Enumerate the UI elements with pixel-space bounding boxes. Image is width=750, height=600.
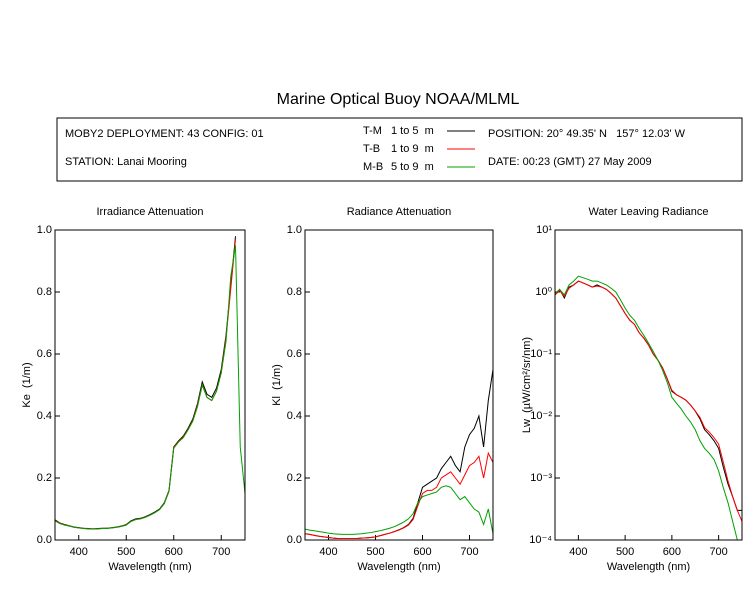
y-tick-label: 0.2 bbox=[37, 472, 52, 484]
legend-name: T-B bbox=[363, 143, 380, 155]
x-tick-label: 400 bbox=[569, 546, 587, 558]
legend-name: M-B bbox=[363, 161, 383, 173]
x-tick-label: 500 bbox=[616, 546, 634, 558]
y-tick-label: 0.8 bbox=[287, 286, 302, 298]
x-tick-label: 600 bbox=[663, 546, 681, 558]
series-line bbox=[555, 275, 742, 540]
y-tick-label: 10¹ bbox=[536, 224, 552, 236]
y-axis-label: Kl (1/m) bbox=[271, 364, 283, 406]
position: POSITION: 20° 49.35' N 157° 12.03' W bbox=[488, 128, 686, 140]
deployment: MOBY2 DEPLOYMENT: 43 CONFIG: 01 bbox=[65, 128, 264, 140]
header-box bbox=[56, 117, 743, 182]
y-tick-label: 0.6 bbox=[287, 348, 302, 360]
legend-range: 1 to 9 m bbox=[391, 143, 434, 155]
y-axis-label: Lw (µW/cm²/sr/nm) bbox=[521, 337, 533, 433]
y-tick-label: 10⁰ bbox=[535, 286, 552, 298]
y-tick-label: 10⁻² bbox=[530, 410, 552, 422]
y-tick-label: 0.6 bbox=[37, 348, 52, 360]
y-tick-label: 0.2 bbox=[287, 472, 302, 484]
x-axis-label: Wavelength (nm) bbox=[108, 561, 191, 573]
page-title: Marine Optical Buoy NOAA/MLML bbox=[277, 91, 520, 108]
y-tick-label: 0.4 bbox=[287, 410, 302, 422]
y-tick-label: 0.8 bbox=[37, 286, 52, 298]
x-tick-label: 700 bbox=[460, 546, 478, 558]
y-tick-label: 0.4 bbox=[37, 410, 52, 422]
x-tick-label: 600 bbox=[165, 546, 183, 558]
y-tick-label: 10⁻¹ bbox=[530, 348, 552, 360]
y-tick-label: 0.0 bbox=[37, 534, 52, 546]
series-line bbox=[305, 485, 493, 535]
x-tick-label: 600 bbox=[413, 546, 431, 558]
plot-frame bbox=[54, 229, 246, 541]
legend-range: 5 to 9 m bbox=[391, 161, 434, 173]
x-axis-label: Wavelength (nm) bbox=[607, 561, 690, 573]
series-line bbox=[305, 451, 493, 539]
station: STATION: Lanai Mooring bbox=[65, 156, 187, 168]
chart-title: Radiance Attenuation bbox=[347, 206, 452, 218]
y-tick-label: 10⁻⁴ bbox=[529, 534, 552, 546]
series-line bbox=[555, 280, 742, 522]
x-tick-label: 500 bbox=[117, 546, 135, 558]
y-tick-label: 1.0 bbox=[37, 224, 52, 236]
y-axis-label: Ke (1/m) bbox=[21, 362, 33, 407]
chart-title: Irradiance Attenuation bbox=[96, 206, 203, 218]
legend-name: T-M bbox=[363, 125, 382, 137]
y-tick-label: 10⁻³ bbox=[530, 472, 552, 484]
plot-frame bbox=[304, 229, 494, 541]
y-tick-label: 1.0 bbox=[287, 224, 302, 236]
plot-frame bbox=[554, 229, 743, 541]
date: DATE: 00:23 (GMT) 27 May 2009 bbox=[488, 156, 652, 168]
x-axis-label: Wavelength (nm) bbox=[357, 561, 440, 573]
y-tick-label: 0.0 bbox=[287, 534, 302, 546]
series-line bbox=[55, 245, 245, 530]
x-tick-label: 400 bbox=[319, 546, 337, 558]
legend-range: 1 to 5 m bbox=[391, 125, 434, 137]
chart-title: Water Leaving Radiance bbox=[588, 206, 708, 218]
x-tick-label: 700 bbox=[212, 546, 230, 558]
x-tick-label: 400 bbox=[70, 546, 88, 558]
x-tick-label: 500 bbox=[366, 546, 384, 558]
x-tick-label: 700 bbox=[709, 546, 727, 558]
